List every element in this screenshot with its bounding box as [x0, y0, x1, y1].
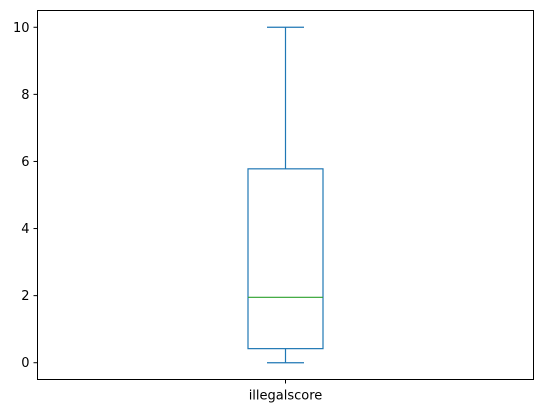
y-tick-label: 2 [21, 289, 29, 304]
y-tick-label: 8 [21, 88, 29, 103]
y-tick-label: 4 [21, 222, 29, 237]
interquartile-box [247, 168, 324, 350]
y-axis: 0 2 4 6 8 10 [13, 21, 38, 371]
y-tick-label: 10 [13, 21, 30, 36]
y-tick-label: 0 [21, 356, 29, 371]
y-tick-label: 6 [21, 155, 29, 170]
box-illegalscore [247, 26, 324, 364]
box-series [247, 26, 324, 364]
x-axis: illegalscore [249, 379, 323, 404]
x-tick-label: illegalscore [249, 389, 323, 404]
